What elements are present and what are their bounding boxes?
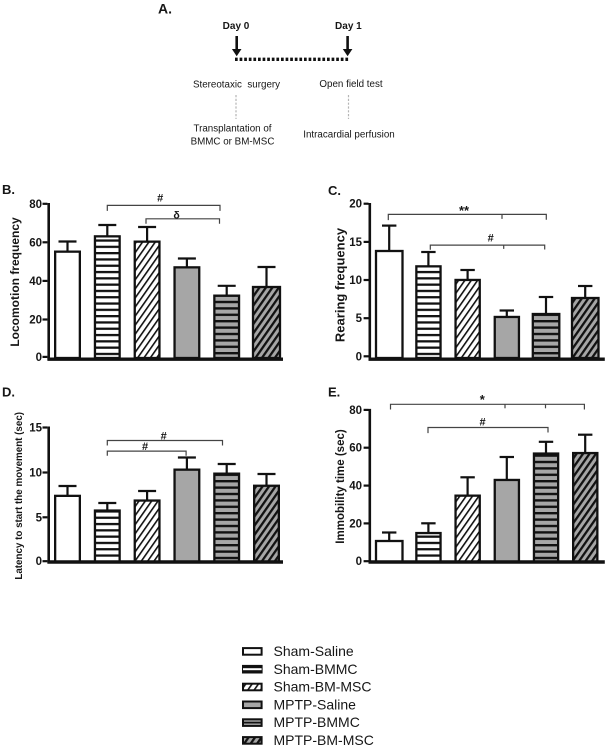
svg-text:Sham-BM-MSC: Sham-BM-MSC [274, 679, 372, 695]
svg-text:5: 5 [356, 313, 363, 325]
svg-text:#: # [488, 233, 494, 245]
svg-text:D.: D. [2, 385, 15, 400]
svg-text:Open field test: Open field test [319, 79, 382, 90]
svg-text:Locomotion frequency: Locomotion frequency [8, 217, 22, 347]
svg-text:80: 80 [29, 199, 42, 211]
svg-text:15: 15 [29, 423, 42, 435]
svg-text:Latency to start the movement: Latency to start the movement (sec) [14, 412, 25, 580]
svg-text:0: 0 [36, 556, 42, 568]
svg-text:BMMC or BM-MSC: BMMC or BM-MSC [191, 137, 275, 148]
svg-text:MPTP-BMMC: MPTP-BMMC [274, 714, 360, 730]
svg-text:#: # [161, 431, 167, 443]
svg-text:20: 20 [349, 199, 362, 211]
svg-text:δ: δ [173, 209, 179, 221]
svg-text:C.: C. [328, 183, 341, 198]
svg-text:80: 80 [349, 405, 362, 417]
svg-text:#: # [479, 416, 485, 428]
svg-text:Day 0: Day 0 [223, 21, 250, 32]
svg-text:20: 20 [29, 315, 42, 327]
svg-text:E.: E. [328, 385, 340, 400]
svg-text:MPTP-BM-MSC: MPTP-BM-MSC [274, 732, 374, 748]
svg-text:60: 60 [349, 443, 362, 455]
svg-text:MPTP-Saline: MPTP-Saline [274, 696, 357, 712]
svg-text:Day 1: Day 1 [335, 21, 362, 32]
svg-text:20: 20 [349, 518, 362, 530]
svg-text:Sham-BMMC: Sham-BMMC [274, 661, 358, 677]
svg-text:40: 40 [29, 276, 42, 288]
svg-text:*: * [480, 392, 486, 407]
svg-text:40: 40 [349, 481, 362, 493]
svg-text:0: 0 [36, 352, 42, 364]
svg-text:0: 0 [356, 556, 362, 568]
svg-text:A.: A. [158, 1, 172, 17]
svg-text:Immobility time (sec): Immobility time (sec) [335, 429, 347, 544]
svg-text:60: 60 [29, 237, 42, 249]
svg-text:Sham-Saline: Sham-Saline [274, 643, 354, 659]
svg-text:0: 0 [356, 351, 362, 363]
svg-text:**: ** [459, 203, 470, 218]
svg-text:#: # [142, 441, 148, 453]
svg-text:15: 15 [349, 237, 362, 249]
svg-text:B.: B. [2, 182, 15, 197]
svg-text:Stereotaxic surgery: Stereotaxic surgery [193, 80, 280, 91]
svg-text:Transplantation of: Transplantation of [193, 124, 271, 135]
svg-text:10: 10 [29, 468, 42, 480]
svg-text:5: 5 [36, 512, 43, 524]
svg-text:Intracardial perfusion: Intracardial perfusion [303, 130, 395, 141]
svg-text:10: 10 [349, 275, 362, 287]
svg-text:#: # [157, 192, 163, 204]
svg-text:Rearing frequency: Rearing frequency [333, 227, 348, 342]
